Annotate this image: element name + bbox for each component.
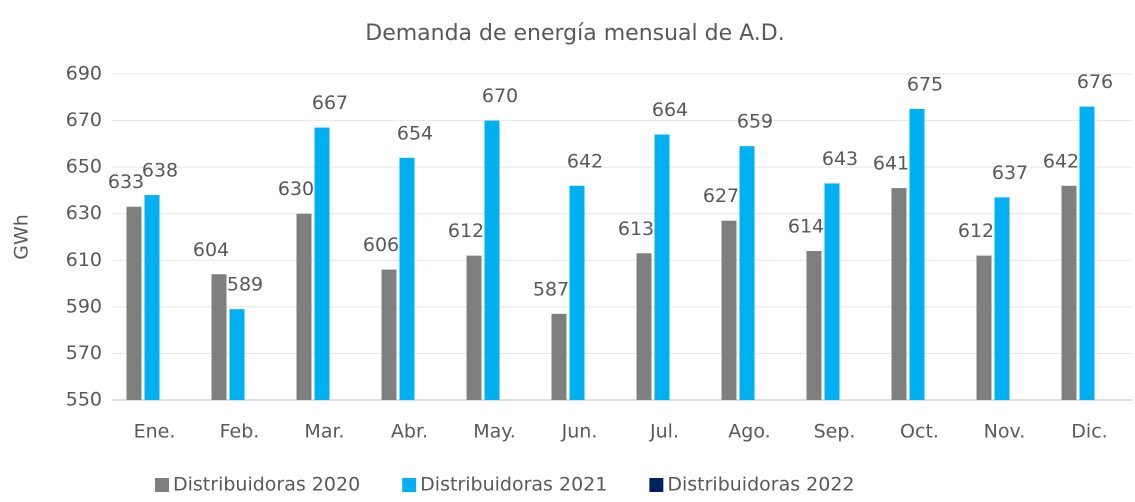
bar (739, 146, 755, 400)
bar (399, 157, 415, 400)
x-tick-label: Nov. (984, 421, 1026, 443)
data-label: 659 (737, 111, 773, 133)
y-tick-label: 650 (66, 156, 102, 178)
y-tick-label: 570 (66, 342, 102, 364)
data-label: 614 (788, 215, 824, 237)
x-tick-label: Sep. (814, 421, 856, 443)
data-label: 664 (652, 99, 688, 121)
data-label: 627 (703, 185, 739, 207)
data-label: 589 (227, 274, 263, 296)
data-label: 613 (618, 218, 654, 240)
data-label: 642 (567, 150, 603, 172)
bar (569, 185, 585, 400)
legend-swatch (155, 478, 169, 492)
x-tick-label: Oct. (900, 421, 939, 443)
bar (296, 213, 312, 400)
data-label: 604 (193, 239, 229, 261)
bar (654, 134, 670, 401)
bar (126, 206, 142, 400)
y-tick-label: 690 (66, 63, 102, 85)
bar (1061, 185, 1077, 400)
legend-swatch (649, 478, 664, 492)
data-label: 630 (278, 178, 314, 200)
x-tick-label: Dic. (1071, 421, 1107, 443)
y-tick-label: 590 (66, 295, 102, 317)
data-label: 606 (363, 234, 399, 256)
data-label: 637 (992, 162, 1028, 184)
data-label: 675 (907, 73, 943, 95)
data-label: 676 (1077, 71, 1113, 93)
data-label: 654 (397, 122, 433, 144)
bar (211, 274, 227, 400)
bar (891, 188, 907, 400)
legend-label: Distribuidoras 2020 (173, 474, 360, 496)
y-tick-label: 610 (66, 249, 102, 271)
x-tick-label: May. (473, 421, 516, 443)
bar (484, 120, 500, 401)
y-tick-label: 670 (66, 109, 102, 131)
data-label: 643 (822, 148, 858, 170)
data-label: 667 (312, 92, 348, 114)
bar (466, 255, 482, 400)
bar (551, 313, 567, 400)
y-axis-label: GWh (11, 214, 33, 260)
bar (994, 197, 1010, 400)
bar (824, 183, 840, 400)
x-tick-label: Feb. (220, 421, 260, 443)
bar (229, 309, 245, 400)
legend-label: Distribuidoras 2021 (420, 474, 607, 496)
y-tick-label: 630 (66, 202, 102, 224)
bar (314, 127, 330, 401)
bar (381, 269, 397, 400)
data-label: 587 (533, 278, 569, 300)
data-label: 612 (958, 220, 994, 242)
bar (636, 253, 652, 400)
x-tick-label: Mar. (304, 421, 344, 443)
data-label: 642 (1043, 150, 1079, 172)
bar (1079, 106, 1095, 400)
bar (909, 108, 925, 400)
x-tick-label: Ago. (728, 421, 770, 443)
data-label: 612 (448, 220, 484, 242)
x-tick-label: Jun. (561, 421, 598, 443)
legend-label: Distribuidoras 2022 (667, 474, 854, 496)
data-label: 670 (482, 85, 518, 107)
bar (144, 195, 160, 400)
chart-title: Demanda de energía mensual de A.D. (365, 21, 784, 46)
data-label: 641 (873, 153, 909, 175)
bar (806, 250, 822, 400)
data-label: 633 (108, 171, 144, 193)
legend-swatch (402, 478, 417, 492)
x-tick-label: Abr. (391, 421, 428, 443)
x-tick-label: Ene. (134, 421, 176, 443)
bar (976, 255, 992, 400)
y-tick-label: 550 (66, 389, 102, 411)
bar (721, 220, 737, 400)
x-tick-label: Jul. (649, 421, 679, 443)
data-label: 638 (142, 160, 178, 182)
